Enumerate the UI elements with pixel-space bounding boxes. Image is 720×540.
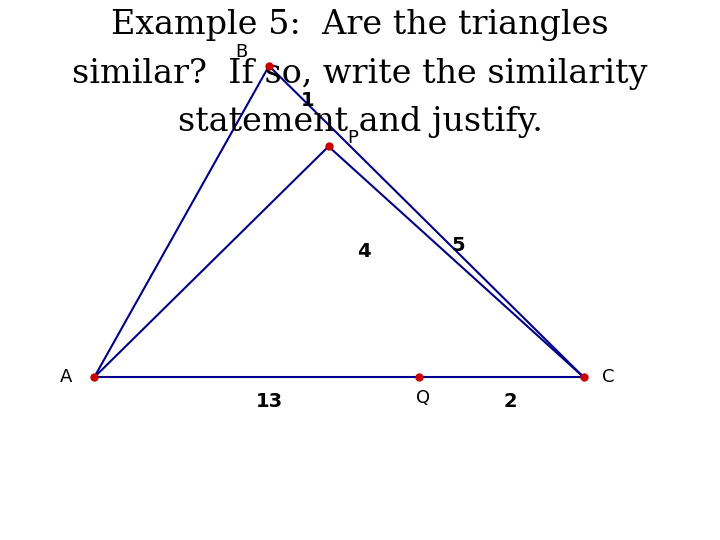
Text: 4: 4 — [356, 242, 370, 261]
Text: P: P — [348, 130, 359, 147]
Text: 5: 5 — [451, 237, 465, 255]
Text: 2: 2 — [503, 392, 517, 411]
Text: 1: 1 — [301, 91, 315, 110]
Text: Q: Q — [416, 389, 430, 407]
Text: similar?  If so, write the similarity: similar? If so, write the similarity — [72, 58, 648, 90]
Text: A: A — [60, 368, 72, 387]
Text: C: C — [602, 368, 615, 387]
Text: statement and justify.: statement and justify. — [178, 106, 542, 138]
Text: B: B — [235, 43, 247, 62]
Text: Example 5:  Are the triangles: Example 5: Are the triangles — [111, 9, 609, 42]
Text: 13: 13 — [256, 392, 282, 411]
